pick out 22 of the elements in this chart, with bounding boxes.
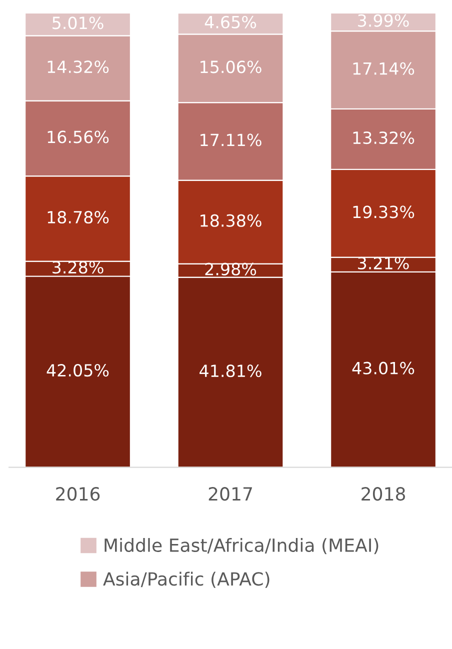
legend-label: Asia/Pacific (APAC) [103, 572, 270, 588]
data-label: 13.32% [353, 131, 414, 144]
data-label: 3.99% [358, 14, 409, 27]
data-label: 4.65% [204, 16, 256, 28]
x-tick-label: 2016 [56, 487, 100, 501]
x-tick-label: 2018 [362, 487, 406, 501]
data-label: 17.14% [353, 62, 414, 75]
data-label: 43.01% [352, 362, 414, 374]
data-label: 18.78% [48, 210, 109, 224]
data-label: 19.33% [353, 206, 414, 218]
legend-label: Middle East/Africa/India (MEAI) [104, 538, 378, 554]
data-label: 5.01% [52, 16, 104, 30]
data-label: 14.32% [48, 60, 109, 74]
x-tick-label: 2017 [208, 487, 252, 501]
data-label: 42.05% [46, 364, 109, 377]
data-label: 18.38% [200, 214, 262, 227]
data-label: 15.06% [200, 60, 262, 74]
data-label: 3.21% [358, 256, 409, 270]
data-label: 41.81% [200, 364, 262, 378]
data-label: 17.11% [200, 134, 262, 146]
data-label: 16.56% [48, 130, 109, 144]
data-label: 3.28% [52, 261, 104, 274]
